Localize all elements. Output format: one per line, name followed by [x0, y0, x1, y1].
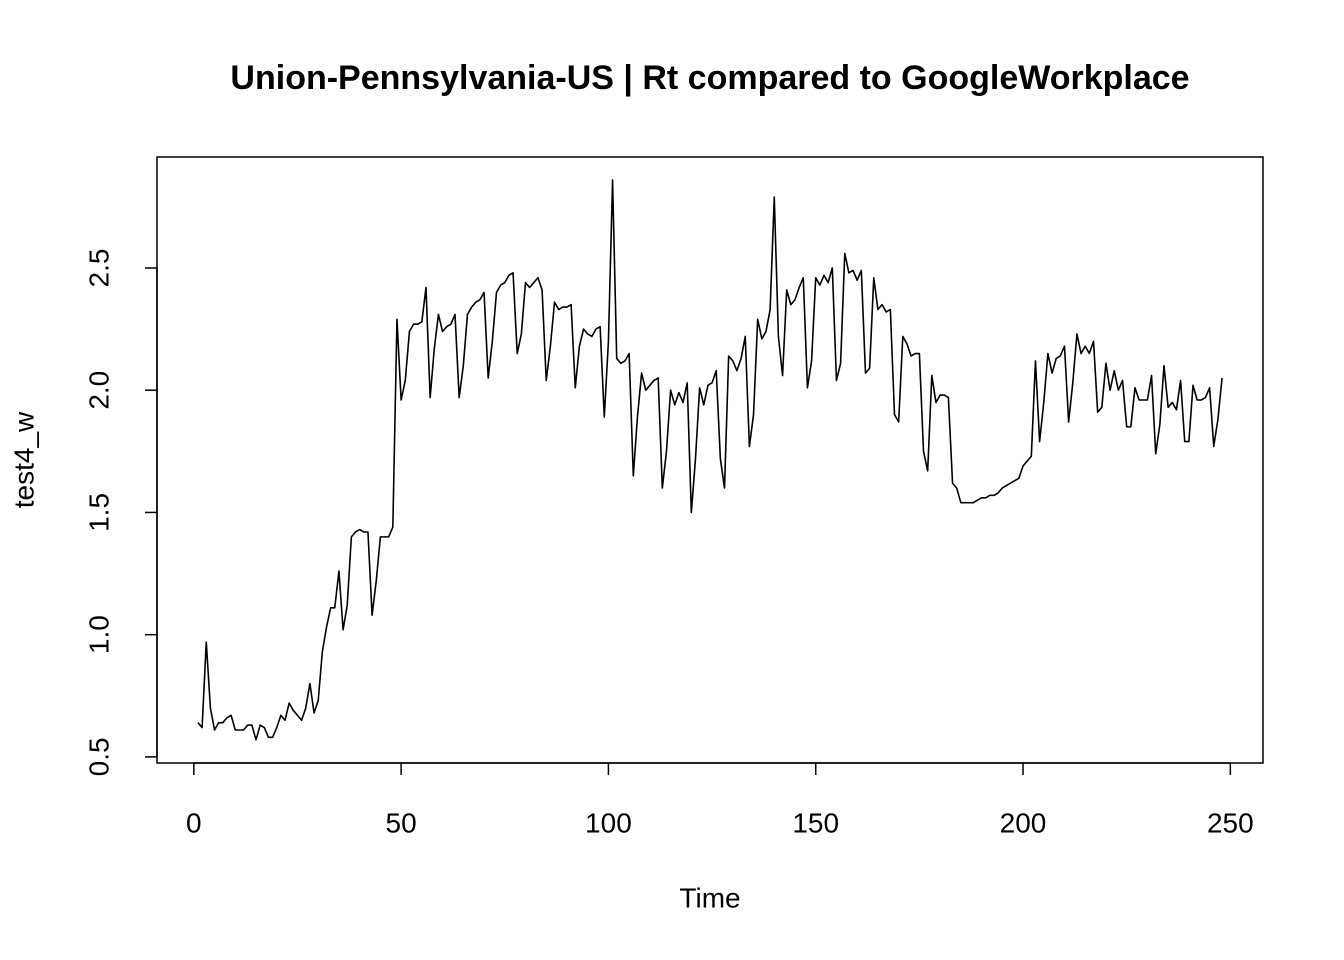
- x-tick-label: 150: [792, 807, 839, 838]
- x-tick-label: 100: [585, 807, 632, 838]
- plot-frame: [156, 156, 1264, 764]
- y-tick-label: 1.0: [83, 615, 114, 654]
- y-tick-label: 2.5: [83, 249, 114, 288]
- x-tick-label: 200: [1000, 807, 1047, 838]
- x-tick-label: 50: [386, 807, 417, 838]
- chart-title: Union-Pennsylvania-US | Rt compared to G…: [230, 59, 1189, 97]
- y-tick-label: 2.0: [83, 371, 114, 410]
- x-tick-label: 250: [1207, 807, 1254, 838]
- y-axis-label: test4_w: [8, 411, 39, 508]
- x-axis-label: Time: [679, 882, 740, 913]
- y-tick-label: 0.5: [83, 737, 114, 776]
- y-tick-label: 1.5: [83, 493, 114, 532]
- x-tick-label: 0: [186, 807, 202, 838]
- data-line: [197, 179, 1223, 741]
